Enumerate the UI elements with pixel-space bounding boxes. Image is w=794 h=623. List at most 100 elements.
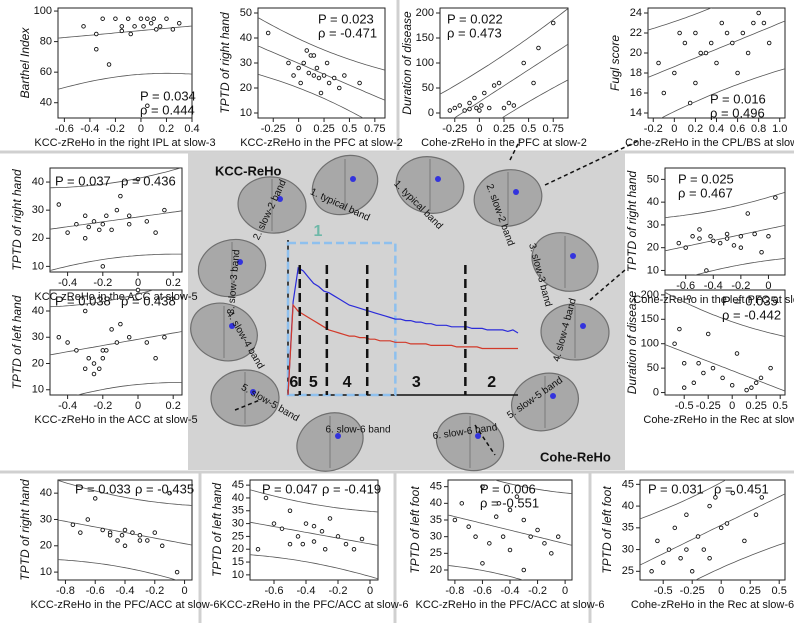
activation	[475, 433, 481, 439]
cohe-label: Cohe-ReHo	[540, 449, 611, 464]
data-point	[720, 375, 725, 381]
y-tick-label: 25	[430, 547, 442, 559]
y-tick-label: 150	[641, 313, 659, 325]
y-tick-label: 50	[647, 173, 659, 185]
x-tick-label: 1.0	[772, 123, 787, 135]
fit-line	[648, 20, 785, 78]
data-point	[759, 249, 764, 255]
x-tick-label: -0.5	[654, 585, 673, 597]
data-point	[100, 527, 105, 533]
data-point	[710, 365, 716, 371]
x-tick-label: -0.2	[731, 280, 750, 292]
data-point	[730, 40, 735, 46]
data-point	[135, 287, 141, 293]
data-point	[351, 546, 357, 552]
y-axis-label: TPTD of left hand	[210, 483, 224, 577]
data-point	[109, 227, 114, 233]
data-point	[311, 73, 317, 78]
data-point	[742, 538, 747, 544]
activation	[580, 323, 586, 329]
data-point	[154, 27, 159, 32]
plot-frame	[249, 479, 379, 581]
data-point	[730, 490, 736, 496]
connector	[474, 424, 496, 456]
x-axis-label: Cohe-zReHo in the PFC at slow-2	[421, 137, 587, 149]
stat-annotation: P = 0.006	[480, 481, 536, 496]
data-point	[70, 522, 76, 527]
connector	[509, 139, 521, 161]
data-point	[81, 24, 86, 29]
data-point	[152, 530, 158, 535]
fit-line	[695, 542, 785, 580]
y-tick-label: 30	[647, 219, 659, 231]
x-axis-label: Cohe-zReHo in the Rec at slow-6	[631, 599, 794, 611]
plot-frame	[49, 167, 183, 273]
stat-annotation: P = 0.025	[678, 171, 734, 186]
data-point	[506, 100, 512, 106]
data-point	[119, 28, 125, 34]
stat-annotation: P = 0.038	[55, 293, 111, 308]
data-point	[507, 507, 513, 513]
x-tick-label: -0.2	[106, 123, 125, 135]
series-line	[287, 266, 519, 396]
data-point	[104, 348, 109, 353]
data-point	[536, 45, 541, 51]
data-point	[157, 24, 163, 29]
connector	[589, 269, 626, 301]
data-point	[684, 547, 689, 552]
y-tick-label: 25	[622, 565, 634, 577]
y-tick-label: 20	[32, 357, 44, 369]
fit-line	[665, 344, 785, 392]
x-tick-label: 0.2	[688, 123, 703, 135]
data-point	[491, 83, 497, 88]
y-tick-label: 45	[430, 481, 442, 493]
x-axis-label: KCC-zReHo in the ACC at slow-5	[34, 414, 197, 426]
x-tick-label: -0.6	[55, 123, 74, 135]
data-point	[697, 227, 702, 232]
fit-line	[50, 168, 182, 189]
fit-line	[665, 191, 785, 218]
data-point	[666, 547, 672, 552]
data-point	[126, 221, 132, 227]
y-tick-label: 35	[622, 522, 634, 534]
y-tick-label: 22	[630, 27, 642, 39]
data-point	[480, 561, 485, 566]
data-point	[287, 541, 293, 547]
data-point	[487, 541, 492, 546]
data-point	[65, 230, 70, 235]
data-point	[745, 50, 751, 56]
x-tick-label: 0	[135, 400, 141, 412]
stat-annotation: P = 0.033	[75, 481, 131, 496]
data-point	[104, 213, 109, 219]
data-point	[91, 361, 97, 366]
data-point	[335, 534, 341, 539]
data-point	[319, 529, 325, 534]
data-point	[291, 73, 296, 78]
highlight-label: 1	[314, 223, 323, 240]
band-number: 5	[309, 374, 318, 391]
kcc-label: KCC-ReHo	[215, 163, 282, 178]
data-point	[145, 16, 150, 21]
fit-line	[440, 8, 568, 95]
x-tick-label: 0.25	[745, 400, 766, 412]
y-tick-label: 10	[232, 569, 244, 581]
x-tick-label: 0	[296, 123, 302, 135]
fit-line	[258, 17, 385, 71]
x-tick-label: 0	[138, 123, 144, 135]
data-point	[684, 512, 689, 518]
data-point	[100, 264, 106, 269]
data-point	[753, 380, 759, 386]
data-point	[697, 236, 702, 241]
data-point	[751, 20, 756, 26]
x-axis-label: KCC-zReHo in the PFC/ACC at slow-6	[416, 599, 605, 611]
fit-line	[448, 565, 525, 580]
y-tick-label: 50	[240, 7, 252, 19]
data-point	[496, 80, 502, 86]
data-point	[159, 543, 165, 549]
y-tick-label: 40	[240, 32, 252, 44]
data-point	[298, 80, 303, 86]
data-point	[162, 335, 167, 340]
x-tick-label: 0.4	[709, 123, 724, 135]
stat-annotation: P = 0.047	[262, 481, 318, 496]
data-point	[176, 21, 182, 26]
